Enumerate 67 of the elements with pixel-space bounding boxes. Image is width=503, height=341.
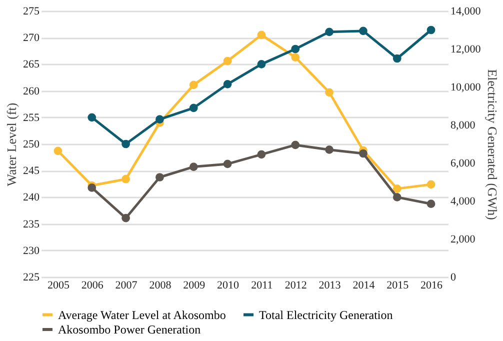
y-tick-label: 245 bbox=[23, 165, 40, 178]
y-axis-title: Water Level (ft) bbox=[4, 102, 19, 186]
point bbox=[88, 184, 96, 192]
x-tick-label: 2010 bbox=[217, 280, 240, 292]
legend-label: Total Electricity Generation bbox=[259, 308, 393, 322]
point bbox=[392, 184, 402, 193]
x-tick-label: 2011 bbox=[251, 280, 273, 292]
point bbox=[291, 44, 300, 54]
point bbox=[223, 80, 232, 88]
y-tick-label: 240 bbox=[23, 192, 40, 204]
point bbox=[325, 28, 334, 36]
y-tick-label: 230 bbox=[23, 244, 40, 257]
y2-tick-label: 4,000 bbox=[450, 196, 476, 208]
y-tick-label: 265 bbox=[23, 58, 40, 71]
legend-label: Average Water Level at Akosombo bbox=[58, 308, 226, 322]
y-tick-label: 260 bbox=[23, 85, 40, 98]
x-tick-label: 2009 bbox=[183, 280, 206, 292]
x-tick-label: 2013 bbox=[318, 280, 342, 292]
x-tick-label: 2008 bbox=[149, 280, 172, 292]
y2-tick-label: 14,000 bbox=[450, 6, 482, 18]
y2-tick-label: 8,000 bbox=[450, 120, 476, 132]
point bbox=[223, 160, 232, 168]
point bbox=[54, 146, 62, 156]
y2-axis-title: Electricity Generated (GWh) bbox=[484, 69, 500, 220]
point bbox=[156, 173, 164, 182]
x-tick-label: 2014 bbox=[352, 280, 376, 292]
point bbox=[359, 26, 368, 36]
point bbox=[291, 140, 300, 150]
point bbox=[122, 174, 130, 184]
point bbox=[426, 180, 436, 189]
y-tick-label: 225 bbox=[23, 272, 40, 284]
y2-tick-label: 12,000 bbox=[450, 44, 482, 56]
y2-tick-label: 10,000 bbox=[450, 82, 482, 94]
point bbox=[122, 140, 130, 148]
y-tick-label: 255 bbox=[23, 112, 40, 124]
point bbox=[359, 149, 368, 158]
point bbox=[189, 104, 198, 112]
x-tick-label: 2007 bbox=[115, 280, 138, 292]
legend-label: Akosombo Power Generation bbox=[58, 322, 201, 336]
point bbox=[122, 214, 130, 222]
point bbox=[189, 80, 198, 90]
x-tick-label: 2005 bbox=[47, 280, 70, 292]
point bbox=[156, 115, 164, 124]
point bbox=[257, 60, 266, 68]
y2-tick-label: 6,000 bbox=[450, 158, 476, 170]
point bbox=[392, 193, 402, 202]
x-tick-label: 2006 bbox=[81, 280, 104, 292]
point bbox=[325, 146, 334, 154]
y-tick-label: 235 bbox=[23, 218, 40, 230]
y-tick-label: 270 bbox=[23, 32, 40, 44]
y2-tick-label: 0 bbox=[450, 272, 456, 284]
x-tick-label: 2015 bbox=[386, 280, 410, 292]
point bbox=[426, 26, 436, 34]
point bbox=[426, 200, 436, 208]
x-tick-label: 2016 bbox=[420, 280, 444, 292]
point bbox=[257, 150, 266, 159]
y2-tick-label: 2,000 bbox=[450, 234, 476, 246]
y-tick-label: 275 bbox=[23, 6, 40, 18]
point bbox=[257, 30, 266, 40]
point bbox=[189, 162, 198, 171]
point bbox=[88, 113, 96, 122]
point bbox=[392, 54, 402, 63]
x-tick-label: 2012 bbox=[284, 280, 307, 292]
point bbox=[325, 88, 334, 97]
point bbox=[223, 56, 232, 66]
y-tick-label: 250 bbox=[23, 138, 40, 150]
point bbox=[291, 53, 300, 62]
